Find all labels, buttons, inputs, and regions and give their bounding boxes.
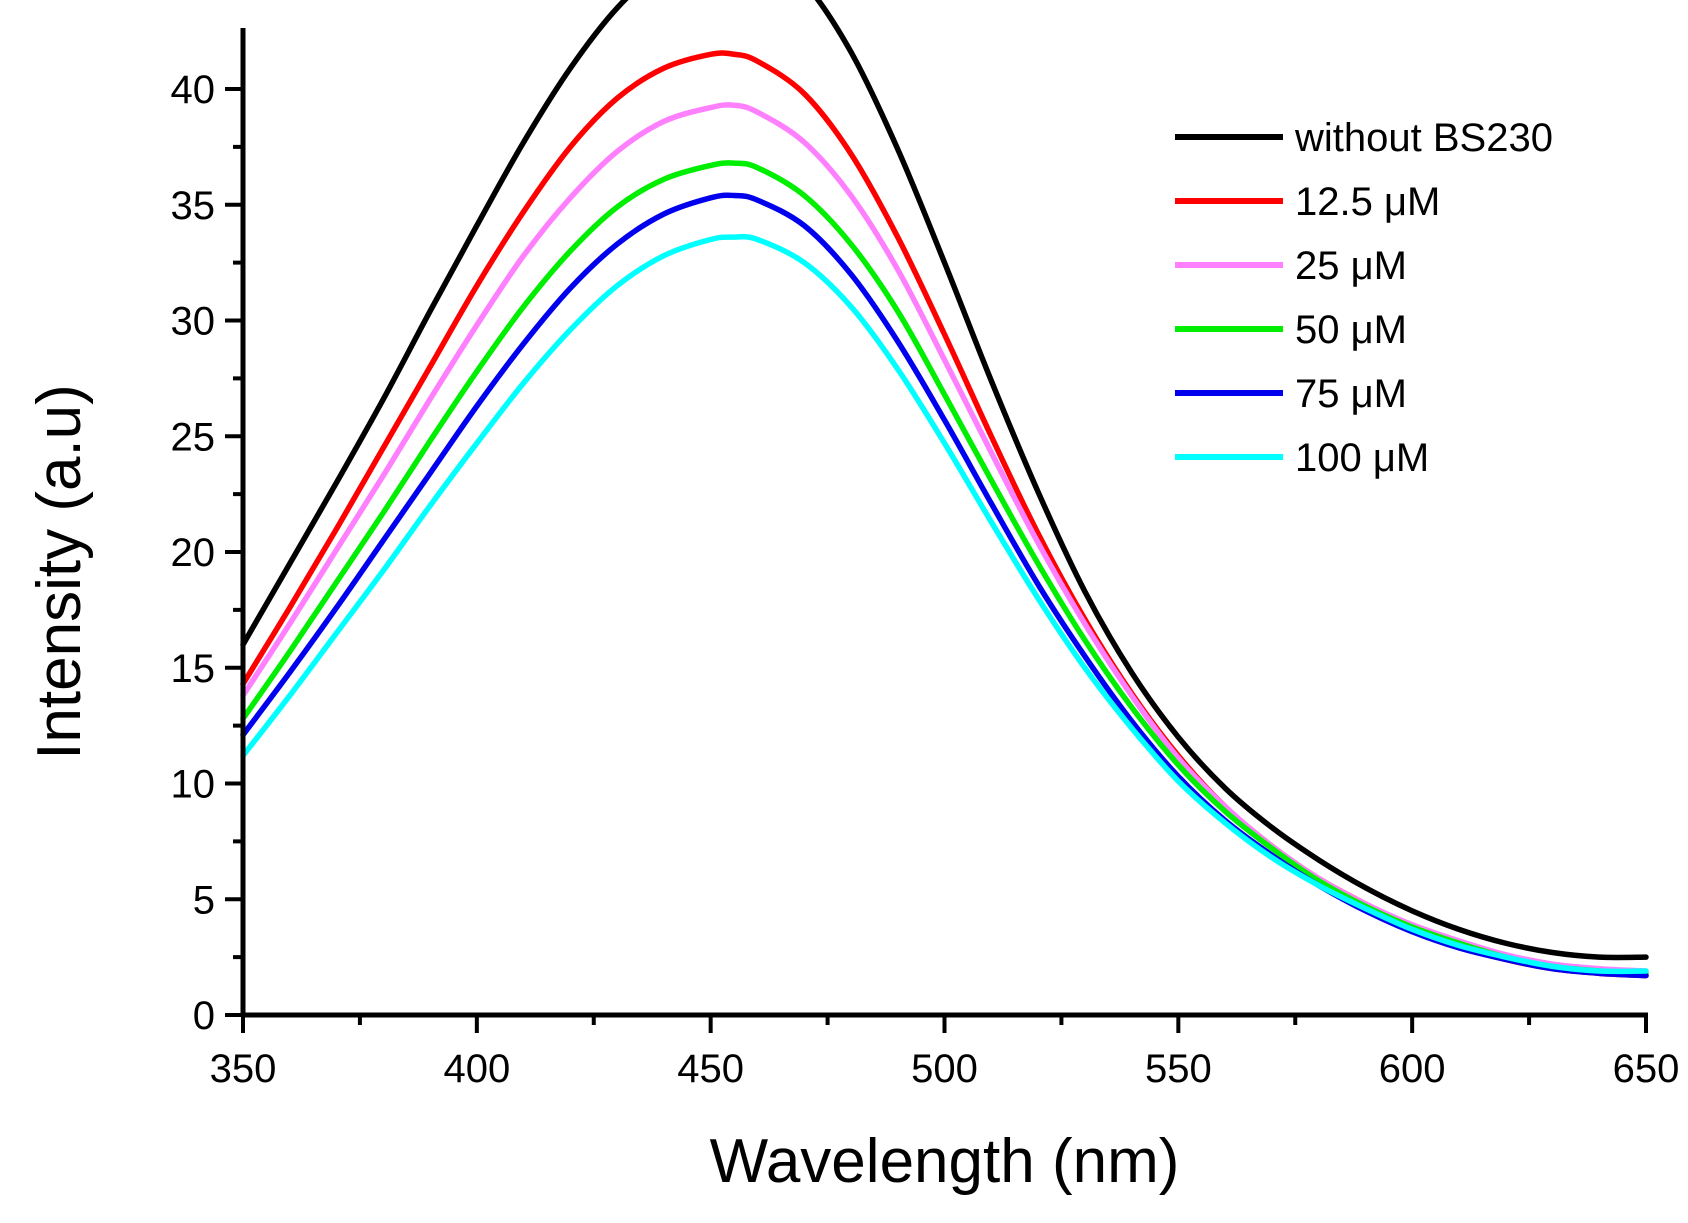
legend-item: 25 μM bbox=[1175, 244, 1407, 288]
legend-label: 100 μM bbox=[1295, 436, 1429, 480]
x-tick-label: 350 bbox=[210, 1047, 277, 1091]
y-axis-title: Intensity (a.u) bbox=[25, 384, 94, 760]
legend-item: 75 μM bbox=[1175, 372, 1407, 416]
x-tick-label: 600 bbox=[1379, 1047, 1446, 1091]
x-tick-label: 550 bbox=[1145, 1047, 1212, 1091]
y-tick-label: 35 bbox=[171, 184, 216, 228]
y-tick-label: 25 bbox=[171, 415, 216, 459]
y-tick-label: 10 bbox=[171, 763, 216, 807]
axes-layer bbox=[240, 28, 1648, 1018]
x-tick-label: 500 bbox=[911, 1047, 978, 1091]
legend-label: 12.5 μM bbox=[1295, 180, 1440, 224]
y-tick-label: 0 bbox=[193, 994, 215, 1038]
x-tick-label: 650 bbox=[1613, 1047, 1680, 1091]
legend-label: 75 μM bbox=[1295, 372, 1407, 416]
legend-label: 25 μM bbox=[1295, 244, 1407, 288]
series-line-0 bbox=[240, 0, 1649, 961]
y-tick-label: 30 bbox=[171, 300, 216, 344]
legend-label: 50 μM bbox=[1295, 308, 1407, 352]
y-tick-label: 5 bbox=[193, 878, 215, 922]
series-layer bbox=[240, 0, 1649, 979]
y-tick-label: 20 bbox=[171, 531, 216, 575]
x-ticks: 350 400 450 500 550 600 650 bbox=[210, 1015, 1680, 1091]
legend-item: 100 μM bbox=[1175, 436, 1429, 480]
series-line-2 bbox=[240, 102, 1649, 974]
y-tick-label: 15 bbox=[171, 647, 216, 691]
legend-item: 12.5 μM bbox=[1175, 180, 1440, 224]
x-tick-label: 450 bbox=[677, 1047, 744, 1091]
x-tick-label: 400 bbox=[443, 1047, 510, 1091]
y-tick-label: 40 bbox=[171, 68, 216, 112]
legend: without BS230 12.5 μM 25 μM 50 μM 75 μM 100 μ… bbox=[1175, 116, 1553, 480]
legend-label: without BS230 bbox=[1294, 116, 1553, 160]
series-line-5 bbox=[240, 233, 1649, 975]
y-ticks: 0 5 10 15 20 25 30 35 40 bbox=[171, 68, 243, 1038]
legend-item: 50 μM bbox=[1175, 308, 1407, 352]
series-line-4 bbox=[240, 192, 1649, 979]
legend-item: without BS230 bbox=[1175, 116, 1553, 160]
x-axis-title: Wavelength (nm) bbox=[710, 1127, 1180, 1196]
series-line-3 bbox=[240, 160, 1649, 977]
